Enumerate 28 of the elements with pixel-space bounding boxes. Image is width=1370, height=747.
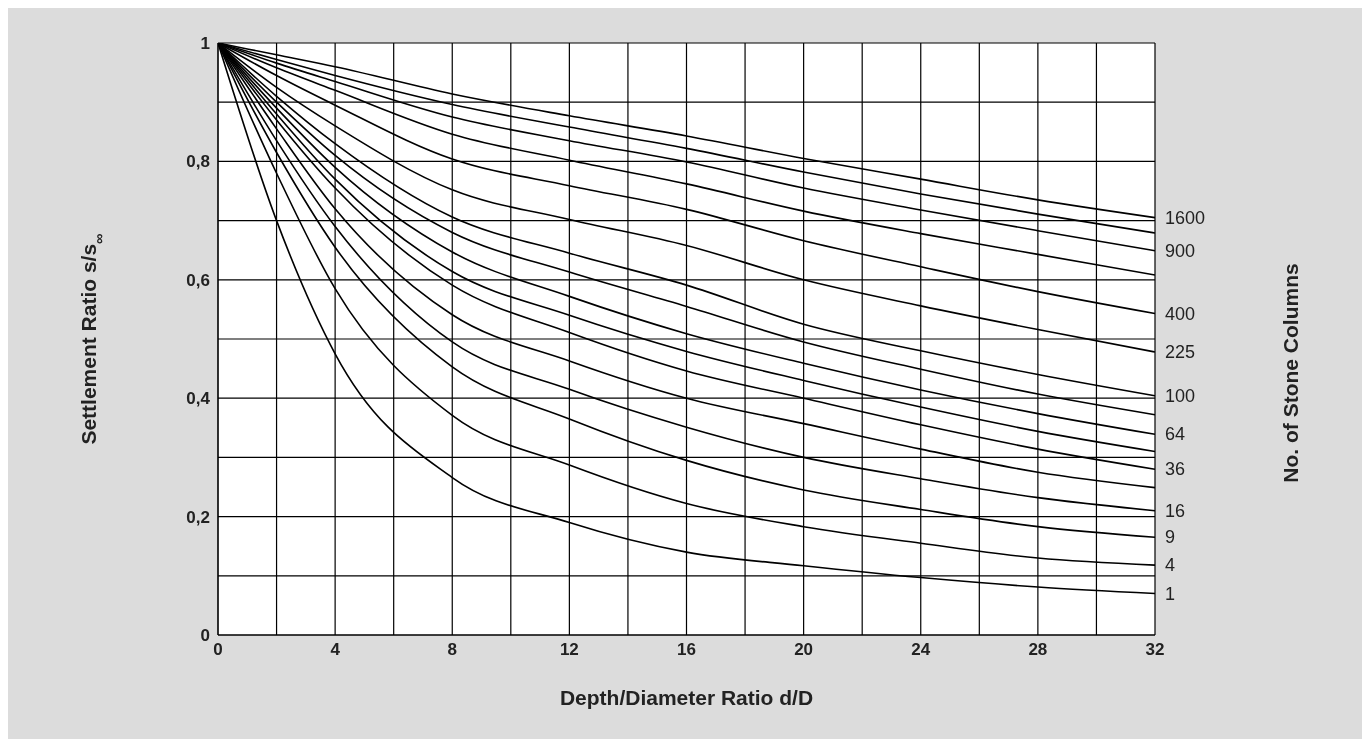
series-label: 16 [1165,500,1186,521]
series-label: 1 [1165,583,1176,604]
x-tick-label: 32 [1145,640,1165,660]
x-axis-title: Depth/Diameter Ratio d/D [559,686,814,709]
series-label: 100 [1165,385,1196,406]
x-tick-label: 16 [677,640,696,660]
y-tick-label: 0,2 [186,507,210,527]
y-tick-label: 0,6 [186,270,210,290]
series-label: 4 [1165,555,1176,576]
legend-title: No. of Stone Columns [1279,263,1302,483]
y-tick-label: 1 [200,34,210,54]
x-tick-label: 0 [213,640,223,660]
x-tick-label: 24 [911,640,931,660]
x-tick-label: 28 [1028,640,1048,660]
y-tick-label: 0,8 [186,152,210,172]
y-tick-label: 0 [200,626,210,646]
y-tick-label: 0,4 [186,389,211,409]
series-label: 64 [1165,424,1186,445]
series-label: 1600 [1165,207,1206,228]
x-tick-label: 4 [330,640,341,660]
x-tick-label: 12 [559,640,579,660]
series-label: 225 [1165,342,1196,363]
series-label: 9 [1165,527,1176,548]
series-label: 36 [1165,459,1186,480]
x-tick-label: 8 [447,640,457,660]
series-label: 900 [1165,240,1196,261]
x-tick-label: 20 [794,640,814,660]
series-label: 400 [1165,303,1196,324]
